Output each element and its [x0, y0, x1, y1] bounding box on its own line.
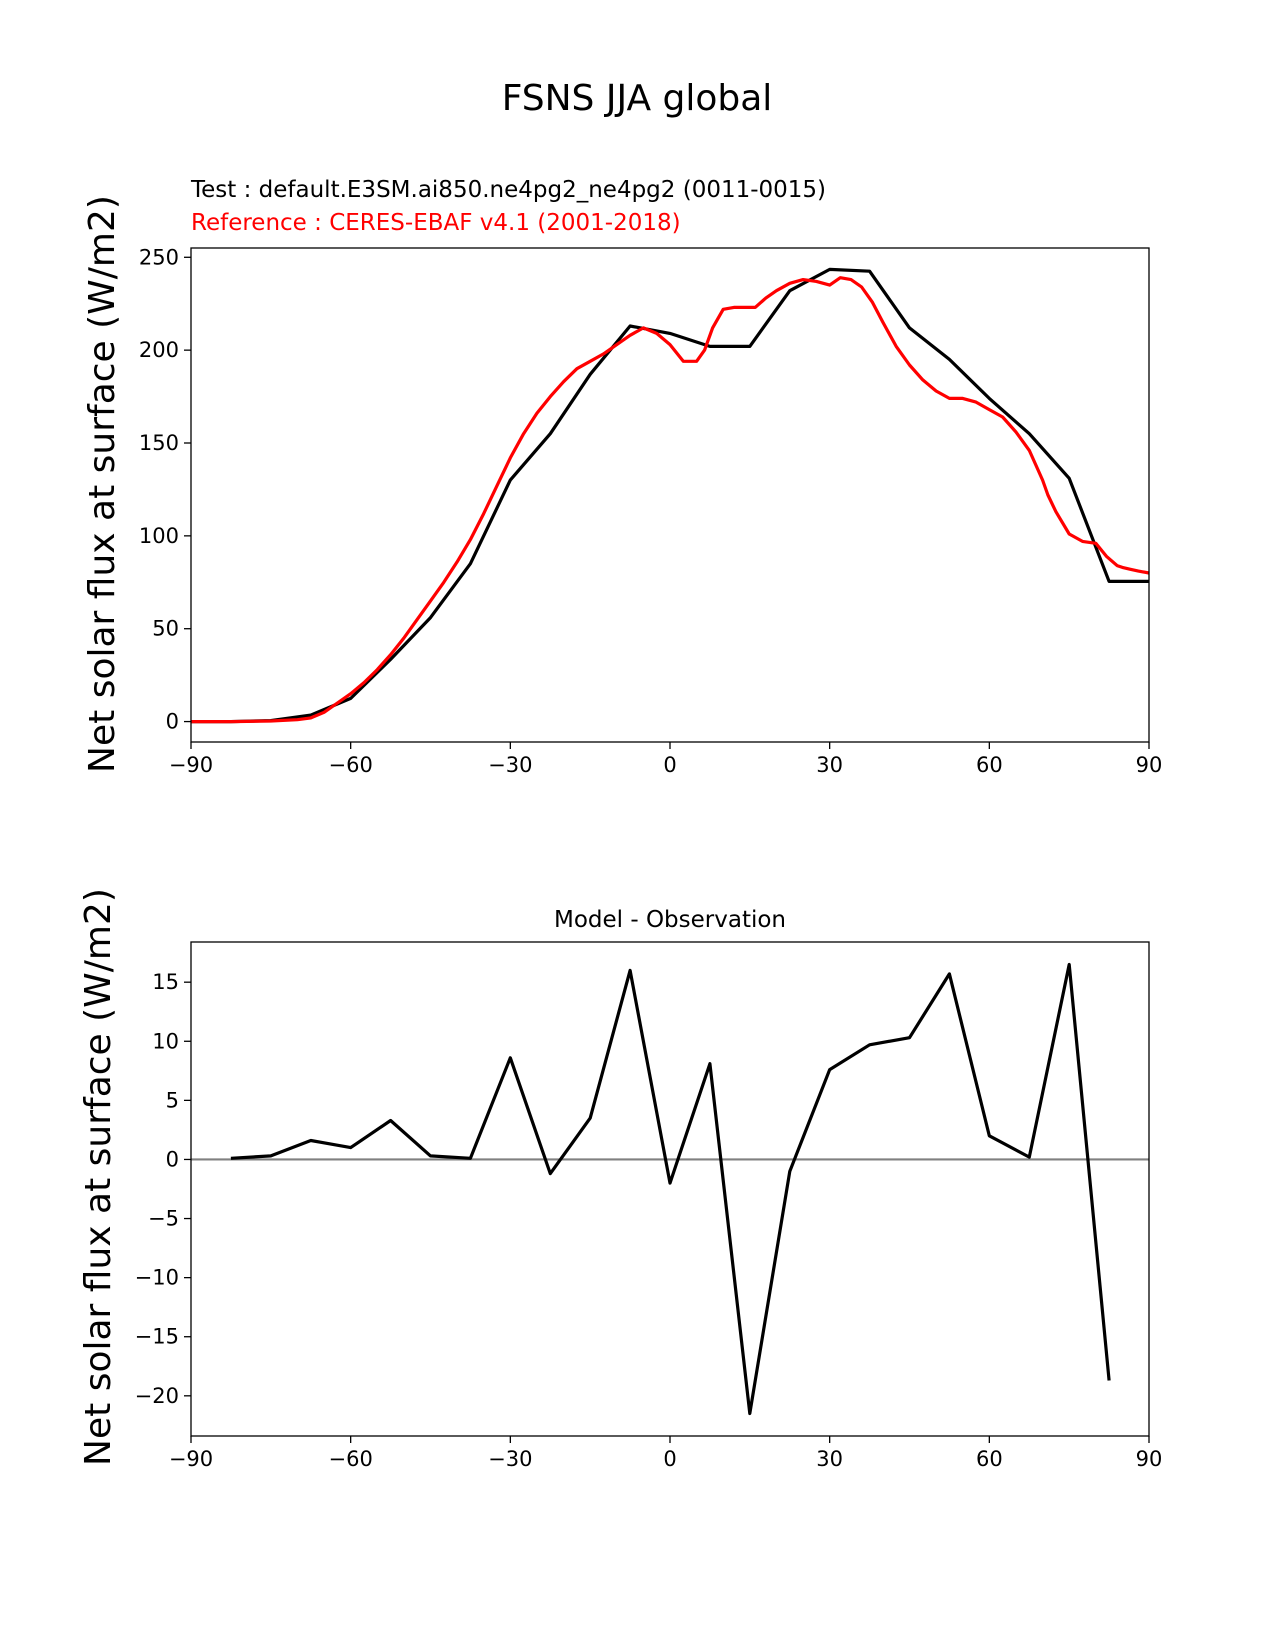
top-panel: Test : default.E3SM.ai850.ne4pg2_ne4pg2 …: [82, 177, 1162, 777]
y-tick-label: 250: [139, 245, 179, 269]
x-tick-label: 60: [976, 1447, 1003, 1471]
top-axes-frame: [190, 247, 1150, 743]
y-tick-label: 0: [166, 1147, 179, 1171]
y-tick-label: −10: [135, 1266, 179, 1290]
test-title: Test : default.E3SM.ai850.ne4pg2_ne4pg2 …: [190, 177, 826, 203]
y-tick-label: 15: [152, 970, 179, 994]
bottom-title: Model - Observation: [554, 907, 786, 933]
x-tick-label: −90: [169, 1447, 213, 1471]
y-tick-label: 150: [139, 431, 179, 455]
y-tick-label: 0: [166, 710, 179, 734]
x-tick-label: 90: [1136, 1447, 1163, 1471]
series-line-reference: [191, 276, 1150, 724]
y-tick-label: 100: [139, 524, 179, 548]
x-tick-label: −60: [329, 1447, 373, 1471]
y-tick-label: −15: [135, 1325, 179, 1349]
x-tick-label: 0: [663, 753, 676, 777]
x-tick-label: −90: [169, 753, 213, 777]
bottom-y-axis-label: Net solar flux at surface (W/m2): [78, 888, 119, 1466]
x-tick-label: 60: [976, 753, 1003, 777]
x-tick-label: −30: [488, 753, 532, 777]
y-tick-label: −20: [135, 1384, 179, 1408]
x-tick-label: 90: [1136, 753, 1163, 777]
top-series: [191, 267, 1150, 724]
y-tick-label: 50: [152, 617, 179, 641]
y-tick-label: 5: [166, 1088, 179, 1112]
top-y-axis-label: Net solar flux at surface (W/m2): [82, 195, 123, 773]
x-tick-label: −60: [329, 753, 373, 777]
x-tick-label: −30: [488, 1447, 532, 1471]
bottom-axis-ticks: −90 −60 −30 0 30 60 90 −20 −15 −10 −5 0 5 10 15: [135, 970, 1163, 1471]
bottom-axes-frame: [190, 941, 1150, 1437]
reference-title: Reference : CERES-EBAF v4.1 (2001-2018): [191, 210, 681, 236]
y-tick-label: −5: [148, 1207, 179, 1231]
bottom-panel: Model - Observation Net solar flux at su…: [78, 888, 1162, 1471]
bottom-series: [230, 962, 1111, 1416]
series-line-test: [191, 267, 1149, 724]
x-tick-label: 0: [663, 1447, 676, 1471]
x-tick-label: 30: [816, 753, 843, 777]
y-tick-label: 10: [152, 1029, 179, 1053]
figure-title: FSNS JJA global: [502, 78, 773, 119]
top-axis-ticks: −90 −60 −30 0 30 60 90 0 50 100 150 200 250: [139, 245, 1162, 777]
series-line-difference: [230, 962, 1111, 1416]
x-tick-label: 30: [816, 1447, 843, 1471]
y-tick-label: 200: [139, 338, 179, 362]
